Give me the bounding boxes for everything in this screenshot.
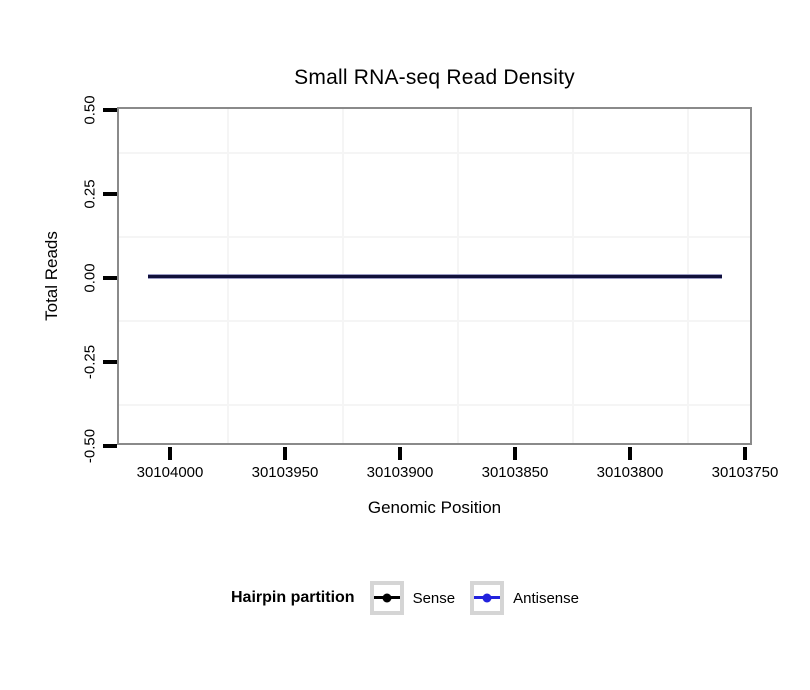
y-tick-label: 0.00: [81, 263, 99, 293]
minor-gridline-horizontal: [119, 320, 750, 322]
legend-key-sense: [369, 581, 404, 615]
y-tick-mark: [103, 276, 117, 280]
y-tick-mark: [103, 192, 117, 196]
x-tick-mark: [398, 447, 402, 460]
legend: Hairpin partition Sense Antisense: [0, 579, 810, 617]
x-tick-label: 30103750: [711, 464, 779, 481]
y-tick-mark: [103, 360, 117, 364]
minor-gridline-horizontal: [119, 152, 750, 154]
x-tick-label: 30103850: [481, 464, 549, 481]
x-axis-title: Genomic Position: [367, 498, 502, 517]
minor-gridline-horizontal: [119, 236, 750, 238]
minor-gridline-horizontal: [119, 404, 750, 406]
x-tick-label: 30103950: [251, 464, 319, 481]
y-tick-label: -0.50: [81, 428, 99, 464]
y-tick-label: 0.25: [81, 179, 99, 209]
x-tick-mark: [283, 447, 287, 460]
x-tick-mark: [513, 447, 517, 460]
plot-title: Small RNA-seq Read Density: [294, 66, 575, 89]
sense-line: [148, 275, 722, 278]
sense-point-icon: [382, 593, 392, 603]
legend-key-antisense: [470, 581, 505, 615]
antisense-point-icon: [482, 593, 492, 603]
legend-label-antisense: Antisense: [513, 589, 579, 607]
series-line-zero-reads: [148, 274, 722, 279]
x-tick-label: 30103800: [596, 464, 664, 481]
x-tick-label: 30104000: [136, 464, 204, 481]
x-tick-mark: [168, 447, 172, 460]
y-tick-label: -0.25: [81, 344, 99, 380]
x-tick-label: 30103900: [366, 464, 434, 481]
y-axis-title: Total Reads: [42, 231, 61, 321]
x-tick-mark: [628, 447, 632, 460]
x-tick-mark: [743, 447, 747, 460]
y-tick-label: 0.50: [81, 95, 99, 125]
y-tick-mark: [103, 444, 117, 448]
legend-label-sense: Sense: [412, 589, 456, 607]
y-tick-mark: [103, 108, 117, 112]
legend-title: Hairpin partition: [231, 589, 355, 606]
